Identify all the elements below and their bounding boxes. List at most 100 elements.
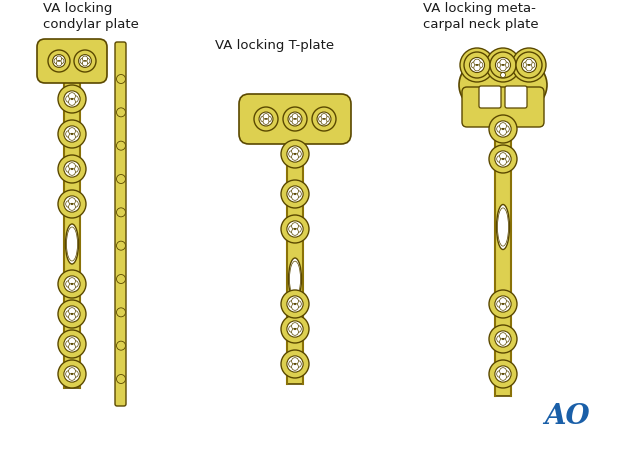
Circle shape [291,323,298,330]
Circle shape [497,126,503,132]
Circle shape [502,370,509,377]
Circle shape [289,151,296,157]
Circle shape [84,58,90,64]
Circle shape [287,296,303,312]
Circle shape [294,328,296,330]
Circle shape [281,180,309,208]
Bar [287,136,303,384]
Circle shape [503,62,509,68]
Text: AO: AO [544,403,590,431]
Circle shape [500,298,507,304]
Circle shape [489,290,517,318]
Circle shape [56,61,61,66]
Circle shape [71,373,73,375]
Circle shape [289,190,296,197]
Circle shape [74,50,96,72]
Circle shape [294,116,301,122]
Bar [495,119,511,396]
Circle shape [66,131,73,137]
Circle shape [495,57,510,73]
Circle shape [59,58,64,64]
Circle shape [69,99,76,105]
Circle shape [497,156,503,162]
Circle shape [526,59,532,66]
Circle shape [281,350,309,378]
Circle shape [54,58,60,64]
Circle shape [495,296,511,312]
Circle shape [500,153,507,160]
Circle shape [58,60,60,62]
Circle shape [500,368,507,375]
Circle shape [495,151,511,167]
Circle shape [64,196,80,212]
Circle shape [254,107,278,131]
Text: VA locking meta-
carpal neck plate: VA locking meta- carpal neck plate [423,2,539,31]
Circle shape [58,85,86,113]
Circle shape [294,301,301,308]
Circle shape [79,55,91,67]
Ellipse shape [288,258,301,300]
Circle shape [283,107,307,131]
Circle shape [69,343,76,350]
Circle shape [490,52,516,78]
Circle shape [117,241,125,250]
Circle shape [289,301,296,308]
Circle shape [117,308,125,317]
Circle shape [291,148,298,155]
Circle shape [500,374,507,381]
Circle shape [64,276,80,292]
Circle shape [82,56,87,62]
Circle shape [69,338,76,345]
Ellipse shape [66,224,79,264]
Circle shape [291,223,298,230]
Circle shape [288,112,302,126]
Circle shape [477,62,483,68]
Circle shape [294,118,296,120]
Circle shape [502,336,509,342]
Circle shape [474,65,480,71]
Circle shape [117,341,125,350]
Circle shape [500,129,507,135]
Circle shape [287,321,303,337]
Circle shape [287,356,303,372]
Circle shape [117,141,125,150]
Circle shape [69,93,76,100]
Circle shape [58,155,86,183]
Circle shape [58,190,86,218]
Circle shape [321,118,327,124]
FancyBboxPatch shape [479,86,501,108]
Circle shape [287,221,303,237]
Circle shape [460,48,494,82]
Circle shape [58,120,86,148]
Circle shape [69,203,76,210]
Circle shape [497,370,503,377]
Circle shape [281,140,309,168]
Circle shape [291,188,298,195]
Circle shape [69,284,76,290]
Circle shape [502,338,504,340]
Bar [64,73,80,83]
Circle shape [281,290,309,318]
Circle shape [71,201,78,207]
Circle shape [289,225,296,232]
Circle shape [290,116,296,122]
Circle shape [289,361,296,367]
Circle shape [317,112,331,126]
Circle shape [259,112,273,126]
Circle shape [289,325,296,332]
Circle shape [489,360,517,388]
FancyBboxPatch shape [505,86,527,108]
Circle shape [502,373,504,375]
Circle shape [495,366,511,382]
Circle shape [497,62,503,68]
Circle shape [502,64,504,66]
Circle shape [64,336,80,352]
Circle shape [69,308,76,314]
Circle shape [521,57,536,73]
Circle shape [489,145,517,173]
Circle shape [502,126,509,132]
Circle shape [281,315,309,343]
Circle shape [323,118,325,120]
Circle shape [502,156,509,162]
Circle shape [69,278,76,285]
